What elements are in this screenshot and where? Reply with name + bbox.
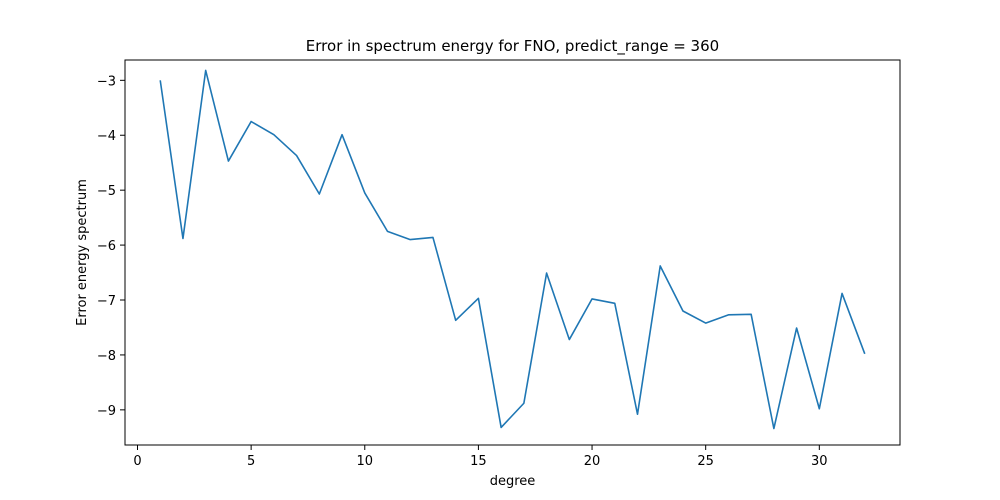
y-tick-label: −4 bbox=[97, 129, 116, 144]
x-tick-label: 25 bbox=[697, 454, 714, 469]
plot-area bbox=[124, 59, 901, 446]
x-tick-label: 30 bbox=[811, 454, 828, 469]
x-tick-label: 15 bbox=[470, 454, 487, 469]
chart-title: Error in spectrum energy for FNO, predic… bbox=[306, 37, 719, 56]
x-tick-label: 0 bbox=[133, 454, 141, 469]
y-tick-label: −9 bbox=[97, 404, 116, 419]
x-tick-label: 20 bbox=[584, 454, 601, 469]
y-tick-label: −5 bbox=[97, 184, 116, 199]
y-tick-label: −8 bbox=[97, 349, 116, 364]
y-axis-label: Error energy spectrum bbox=[75, 179, 90, 326]
x-axis-label: degree bbox=[490, 474, 536, 489]
y-tick-label: −7 bbox=[97, 294, 116, 309]
x-tick-label: 5 bbox=[247, 454, 255, 469]
series-line bbox=[159, 69, 866, 430]
x-axis: 0 5 10 15 20 25 30 bbox=[133, 445, 828, 469]
y-tick-label: −6 bbox=[97, 239, 116, 254]
series-layer bbox=[159, 69, 866, 430]
x-tick-label: 10 bbox=[356, 454, 373, 469]
y-axis: −9 −8 −7 −6 −5 −4 −3 bbox=[97, 74, 125, 419]
y-tick-label: −3 bbox=[97, 74, 116, 89]
